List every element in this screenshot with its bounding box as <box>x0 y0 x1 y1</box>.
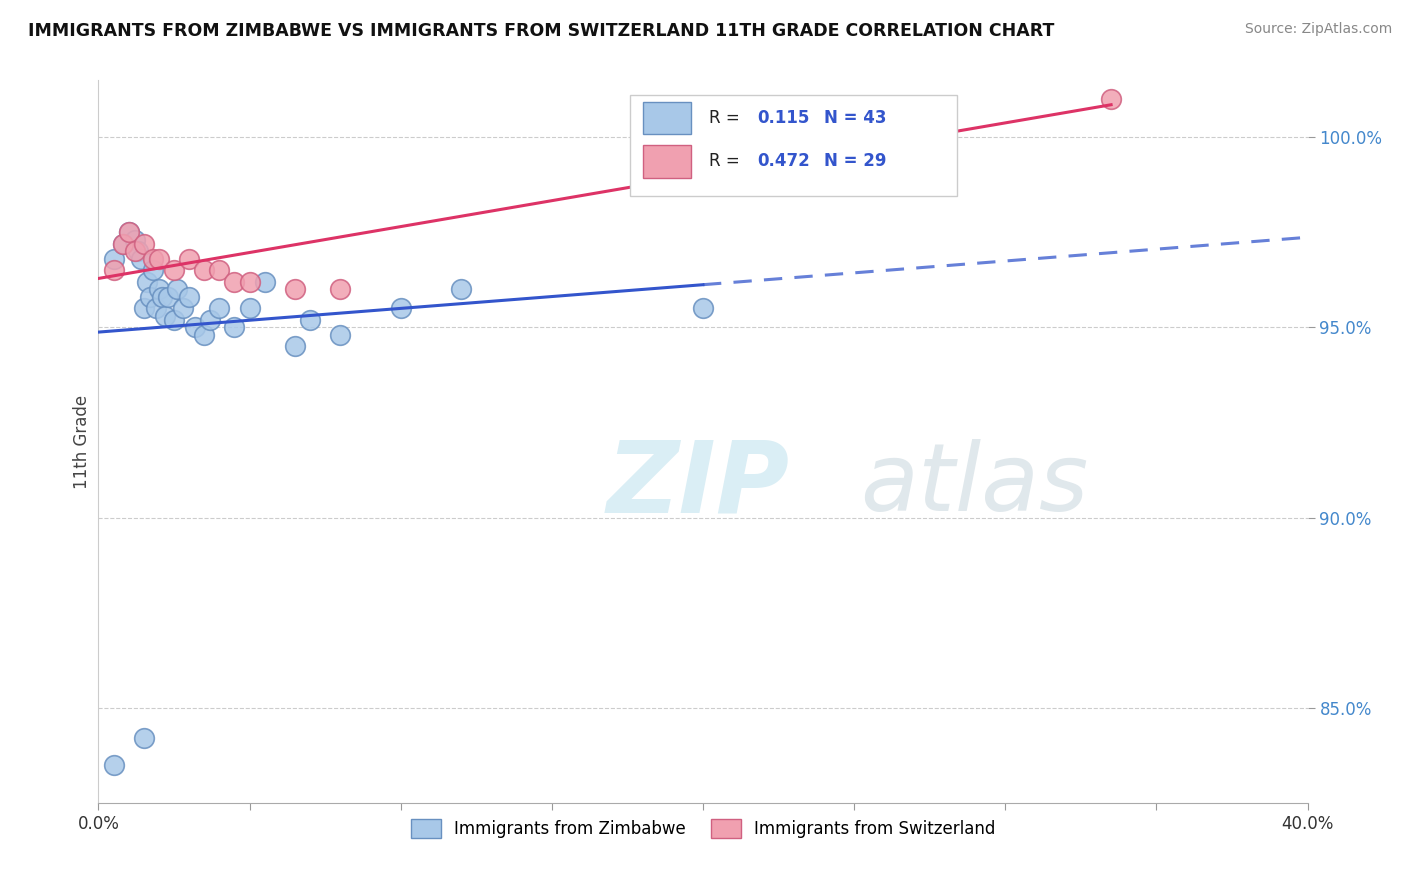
Point <box>184 320 207 334</box>
Point <box>299 313 322 327</box>
Point <box>129 252 152 266</box>
Point <box>145 301 167 316</box>
Point <box>118 226 141 240</box>
Point <box>450 282 472 296</box>
Point <box>224 320 246 334</box>
Point <box>239 301 262 316</box>
Point <box>124 244 146 259</box>
Point <box>172 301 194 316</box>
Point <box>132 301 155 316</box>
Bar <box>643 102 690 135</box>
Bar <box>643 145 690 178</box>
Text: N = 43: N = 43 <box>824 109 886 127</box>
Point <box>200 313 222 327</box>
Point <box>284 339 307 353</box>
Point <box>156 290 179 304</box>
Bar <box>630 95 957 196</box>
Point <box>389 301 412 316</box>
Point <box>139 290 162 304</box>
Point <box>132 731 155 746</box>
Text: R =: R = <box>709 153 745 170</box>
Y-axis label: 11th Grade: 11th Grade <box>73 394 91 489</box>
Text: IMMIGRANTS FROM ZIMBABWE VS IMMIGRANTS FROM SWITZERLAND 11TH GRADE CORRELATION C: IMMIGRANTS FROM ZIMBABWE VS IMMIGRANTS F… <box>28 22 1054 40</box>
Text: N = 29: N = 29 <box>824 153 886 170</box>
Point <box>103 263 125 277</box>
Point <box>858 112 880 126</box>
Point <box>142 263 165 277</box>
Point <box>208 301 231 316</box>
Point <box>329 328 352 343</box>
Point <box>692 301 714 316</box>
Point <box>111 236 134 251</box>
Point <box>193 263 215 277</box>
Text: Source: ZipAtlas.com: Source: ZipAtlas.com <box>1244 22 1392 37</box>
Text: R =: R = <box>709 109 745 127</box>
Point <box>329 282 352 296</box>
Text: atlas: atlas <box>860 440 1088 531</box>
Point <box>103 757 125 772</box>
Point <box>239 275 262 289</box>
Point <box>179 290 201 304</box>
Point <box>132 236 155 251</box>
Point <box>208 263 231 277</box>
Point <box>166 282 188 296</box>
Point <box>153 309 176 323</box>
Point <box>111 236 134 251</box>
Text: 0.472: 0.472 <box>758 153 810 170</box>
Point <box>118 226 141 240</box>
Point <box>284 282 307 296</box>
Point <box>193 328 215 343</box>
Point <box>135 275 157 289</box>
Point <box>163 313 186 327</box>
Legend: Immigrants from Zimbabwe, Immigrants from Switzerland: Immigrants from Zimbabwe, Immigrants fro… <box>404 813 1002 845</box>
Point <box>163 263 186 277</box>
Point <box>179 252 201 266</box>
Text: ZIP: ZIP <box>606 436 789 533</box>
Point <box>1099 92 1122 106</box>
Text: 0.115: 0.115 <box>758 109 810 127</box>
Point <box>127 244 149 259</box>
Point <box>150 290 173 304</box>
Point <box>224 275 246 289</box>
Point <box>148 282 170 296</box>
Point <box>103 252 125 266</box>
Point <box>124 233 146 247</box>
Point <box>142 252 165 266</box>
Point <box>253 275 276 289</box>
Point <box>148 252 170 266</box>
